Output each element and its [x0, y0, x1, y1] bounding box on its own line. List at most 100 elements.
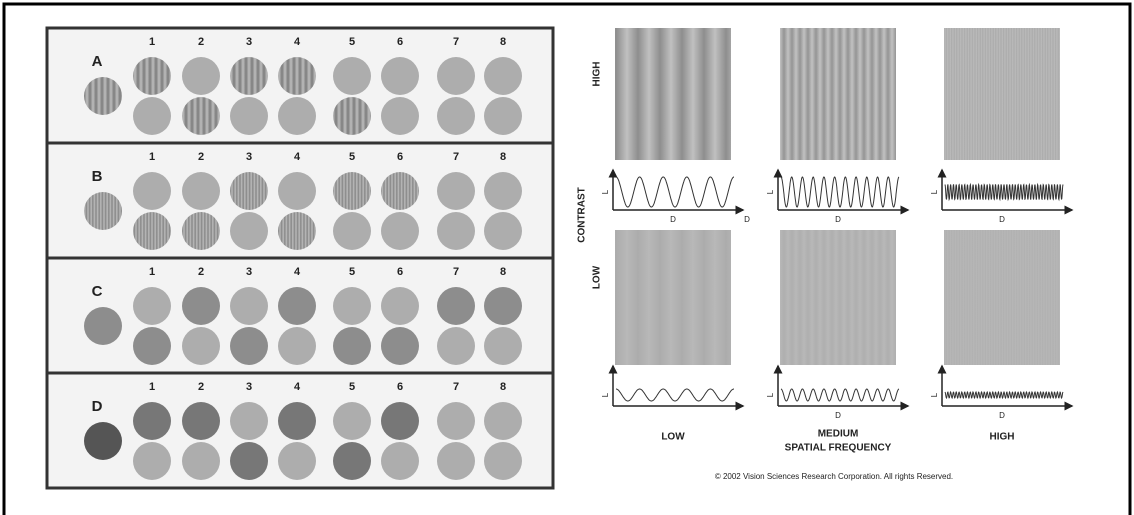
- column-number: 8: [500, 151, 506, 163]
- row-label: D: [92, 398, 103, 415]
- test-patch: [133, 287, 171, 325]
- reference-patch: [84, 192, 122, 230]
- test-patch: [437, 57, 475, 95]
- test-patch: [437, 327, 475, 365]
- column-number: 4: [294, 266, 301, 278]
- test-patch: [484, 402, 522, 440]
- test-patch: [381, 212, 419, 250]
- row-label: A: [92, 53, 103, 70]
- test-patch: [133, 402, 171, 440]
- column-number: 2: [198, 151, 204, 163]
- test-patch: [133, 57, 171, 95]
- test-patch: [278, 327, 316, 365]
- frequency-label: MEDIUM: [818, 429, 859, 440]
- column-number: 8: [500, 266, 506, 278]
- row-label: B: [92, 168, 103, 185]
- test-patch: [278, 287, 316, 325]
- column-number: 5: [349, 381, 355, 393]
- test-patch: [230, 212, 268, 250]
- column-number: 7: [453, 381, 459, 393]
- test-patch: [230, 172, 268, 210]
- column-number: 7: [453, 266, 459, 278]
- page: A12345678B12345678C12345678D12345678 CON…: [0, 0, 1134, 515]
- test-patch: [381, 172, 419, 210]
- column-number: 3: [246, 36, 252, 48]
- column-number: 4: [294, 381, 301, 393]
- test-patch: [182, 287, 220, 325]
- row-label: HIGH: [592, 62, 603, 87]
- test-patch: [437, 97, 475, 135]
- column-number: 6: [397, 266, 403, 278]
- axis-letter: D: [835, 215, 841, 224]
- test-patch: [333, 97, 371, 135]
- test-patch: [333, 57, 371, 95]
- grating: [780, 28, 896, 160]
- test-patch: [333, 212, 371, 250]
- column-number: 5: [349, 266, 355, 278]
- test-patch: [278, 97, 316, 135]
- reference-patch: [84, 307, 122, 345]
- column-number: 5: [349, 36, 355, 48]
- row-label: LOW: [592, 265, 603, 289]
- axis-letter: L: [601, 189, 610, 194]
- axis-letter: L: [930, 392, 939, 397]
- axis-letter: D: [999, 411, 1005, 420]
- row-label: C: [92, 283, 103, 300]
- waveform: [945, 392, 1063, 398]
- column-number: 1: [149, 381, 155, 393]
- axis-letter: L: [766, 392, 775, 397]
- axis-letter: D: [744, 215, 750, 224]
- test-patch: [484, 327, 522, 365]
- frequency-label: LOW: [661, 432, 685, 443]
- waveform: [781, 389, 899, 401]
- test-patch: [182, 172, 220, 210]
- axis-letter: D: [999, 215, 1005, 224]
- axis-letter: D: [835, 411, 841, 420]
- test-patch: [381, 327, 419, 365]
- test-patch: [133, 327, 171, 365]
- column-number: 3: [246, 381, 252, 393]
- test-patch: [230, 327, 268, 365]
- grating: [944, 230, 1060, 365]
- reference-patch: [84, 77, 122, 115]
- column-number: 6: [397, 151, 403, 163]
- test-patch: [230, 97, 268, 135]
- frequency-title: SPATIAL FREQUENCY: [785, 443, 892, 454]
- test-patch: [381, 97, 419, 135]
- test-patch: [230, 57, 268, 95]
- copyright: © 2002 Vision Sciences Research Corporat…: [715, 472, 953, 481]
- test-patch: [333, 402, 371, 440]
- test-patch: [182, 97, 220, 135]
- column-number: 5: [349, 151, 355, 163]
- test-patch: [133, 97, 171, 135]
- column-number: 8: [500, 36, 506, 48]
- column-number: 4: [294, 151, 301, 163]
- test-patch: [437, 442, 475, 480]
- axis-letter: L: [930, 189, 939, 194]
- grating: [780, 230, 896, 365]
- test-patch: [437, 172, 475, 210]
- column-number: 2: [198, 266, 204, 278]
- column-number: 7: [453, 151, 459, 163]
- column-number: 6: [397, 381, 403, 393]
- column-number: 7: [453, 36, 459, 48]
- waveform: [945, 185, 1063, 200]
- test-patch: [182, 327, 220, 365]
- waveform: [616, 389, 734, 401]
- test-patch: [133, 442, 171, 480]
- column-number: 2: [198, 381, 204, 393]
- test-patch: [484, 172, 522, 210]
- test-patch: [484, 287, 522, 325]
- grating: [615, 28, 731, 160]
- axis-letter: L: [766, 189, 775, 194]
- test-patch: [484, 57, 522, 95]
- test-patch: [381, 402, 419, 440]
- column-number: 2: [198, 36, 204, 48]
- reference-patch: [84, 422, 122, 460]
- column-number: 6: [397, 36, 403, 48]
- test-patch: [437, 287, 475, 325]
- test-patch: [278, 442, 316, 480]
- test-patch: [278, 57, 316, 95]
- test-patch: [182, 442, 220, 480]
